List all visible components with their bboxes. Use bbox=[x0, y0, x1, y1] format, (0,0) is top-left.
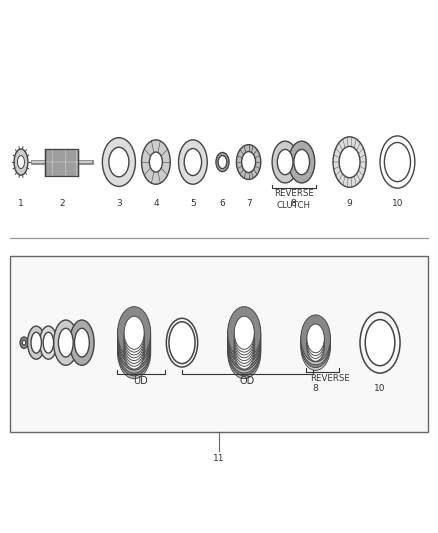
Text: 6: 6 bbox=[219, 199, 226, 208]
Bar bbox=[10, 256, 428, 432]
Ellipse shape bbox=[117, 315, 151, 367]
Ellipse shape bbox=[18, 156, 25, 168]
Ellipse shape bbox=[228, 312, 261, 365]
Ellipse shape bbox=[117, 321, 151, 373]
Ellipse shape bbox=[385, 142, 410, 182]
Text: 8: 8 bbox=[313, 384, 318, 393]
Text: UD: UD bbox=[133, 376, 148, 386]
Ellipse shape bbox=[109, 147, 129, 177]
Ellipse shape bbox=[301, 324, 330, 370]
Ellipse shape bbox=[184, 149, 201, 175]
Ellipse shape bbox=[228, 326, 261, 378]
Ellipse shape bbox=[117, 324, 151, 376]
Ellipse shape bbox=[117, 306, 151, 359]
Text: 11: 11 bbox=[213, 454, 225, 463]
Ellipse shape bbox=[58, 328, 73, 357]
Ellipse shape bbox=[234, 330, 254, 364]
Ellipse shape bbox=[124, 319, 144, 352]
Ellipse shape bbox=[307, 327, 324, 356]
Ellipse shape bbox=[234, 319, 254, 352]
Ellipse shape bbox=[301, 320, 330, 368]
Ellipse shape bbox=[277, 149, 293, 175]
Ellipse shape bbox=[234, 316, 254, 349]
Ellipse shape bbox=[124, 328, 144, 361]
Bar bbox=[45, 149, 78, 175]
Ellipse shape bbox=[141, 140, 170, 184]
Text: 10: 10 bbox=[374, 384, 386, 393]
Ellipse shape bbox=[307, 330, 324, 358]
Ellipse shape bbox=[149, 152, 162, 172]
Ellipse shape bbox=[124, 322, 144, 355]
Text: 9: 9 bbox=[347, 199, 353, 208]
Ellipse shape bbox=[234, 325, 254, 358]
Ellipse shape bbox=[169, 322, 195, 364]
Ellipse shape bbox=[365, 320, 395, 366]
Ellipse shape bbox=[117, 310, 151, 362]
Ellipse shape bbox=[242, 151, 255, 173]
Ellipse shape bbox=[301, 315, 330, 362]
Ellipse shape bbox=[179, 140, 207, 184]
Text: 2: 2 bbox=[60, 199, 65, 208]
Ellipse shape bbox=[74, 328, 89, 357]
Ellipse shape bbox=[234, 322, 254, 355]
Text: 10: 10 bbox=[392, 199, 403, 208]
Text: OD: OD bbox=[240, 376, 255, 386]
Ellipse shape bbox=[301, 318, 330, 365]
Ellipse shape bbox=[228, 324, 261, 376]
Ellipse shape bbox=[14, 149, 28, 175]
Ellipse shape bbox=[228, 310, 261, 362]
Ellipse shape bbox=[339, 147, 360, 177]
Ellipse shape bbox=[124, 333, 144, 366]
Ellipse shape bbox=[333, 137, 366, 187]
Ellipse shape bbox=[294, 149, 310, 175]
Ellipse shape bbox=[218, 156, 227, 168]
Ellipse shape bbox=[234, 333, 254, 366]
Ellipse shape bbox=[43, 332, 53, 353]
Ellipse shape bbox=[40, 326, 57, 359]
Ellipse shape bbox=[117, 318, 151, 370]
Ellipse shape bbox=[234, 328, 254, 361]
Ellipse shape bbox=[117, 326, 151, 378]
Ellipse shape bbox=[124, 330, 144, 364]
Text: 4: 4 bbox=[153, 199, 159, 208]
Ellipse shape bbox=[289, 141, 315, 183]
Ellipse shape bbox=[228, 306, 261, 359]
Text: 7: 7 bbox=[246, 199, 251, 208]
Ellipse shape bbox=[20, 337, 28, 349]
Text: 3: 3 bbox=[116, 199, 122, 208]
Ellipse shape bbox=[234, 336, 254, 369]
Text: 8: 8 bbox=[290, 199, 296, 208]
Ellipse shape bbox=[124, 336, 144, 369]
Text: REVERSE: REVERSE bbox=[310, 375, 350, 383]
Ellipse shape bbox=[272, 141, 298, 183]
Ellipse shape bbox=[228, 318, 261, 370]
Ellipse shape bbox=[228, 321, 261, 373]
Text: 1: 1 bbox=[18, 199, 24, 208]
Ellipse shape bbox=[124, 316, 144, 349]
Ellipse shape bbox=[70, 320, 94, 365]
Ellipse shape bbox=[31, 332, 42, 353]
Ellipse shape bbox=[216, 152, 229, 172]
Ellipse shape bbox=[228, 315, 261, 367]
Text: 5: 5 bbox=[190, 199, 196, 208]
Ellipse shape bbox=[22, 340, 26, 345]
Ellipse shape bbox=[307, 333, 324, 361]
Ellipse shape bbox=[237, 144, 261, 180]
Ellipse shape bbox=[28, 326, 45, 359]
Ellipse shape bbox=[102, 138, 135, 187]
Ellipse shape bbox=[117, 312, 151, 365]
Ellipse shape bbox=[124, 325, 144, 358]
Ellipse shape bbox=[53, 320, 78, 365]
Ellipse shape bbox=[307, 324, 324, 353]
Text: REVERSE
CLUTCH: REVERSE CLUTCH bbox=[274, 189, 314, 209]
